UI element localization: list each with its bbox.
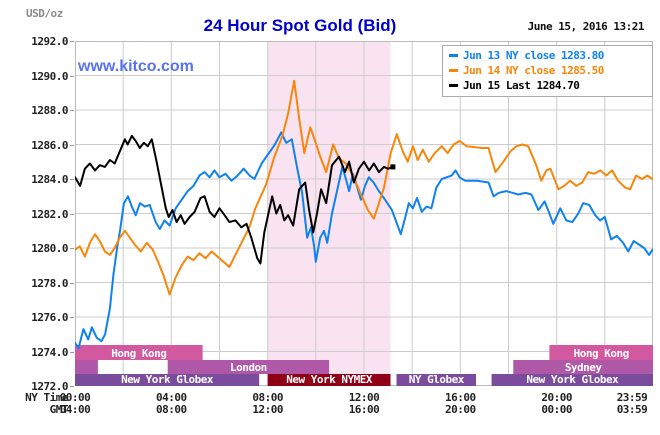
y-tick-mark	[70, 213, 74, 215]
legend-label: Jun 13 NY close 1283.80	[463, 49, 604, 62]
legend-item: Jun 15 Last 1284.70	[443, 78, 652, 93]
session-bar-label: New York Globex	[526, 373, 619, 386]
x-tick-label-gmt: 08:00	[156, 403, 187, 416]
x-tick-label-gmt: 16:00	[348, 403, 380, 416]
y-tick-label: 1284.0	[31, 173, 68, 186]
y-tick-label: 1292.0	[31, 35, 68, 48]
y-tick-mark	[70, 351, 74, 353]
y-tick-mark	[70, 41, 74, 42]
x-tick-label-gmt: 20:00	[445, 403, 476, 416]
chart-datetime: June 15, 2016 13:21	[527, 20, 645, 33]
session-bar	[513, 360, 653, 374]
y-tick-label: 1276.0	[31, 311, 68, 324]
session-bar	[549, 345, 653, 360]
x-tick-label-ny: 20:00	[541, 391, 572, 404]
chart-title: 24 Hour Spot Gold (Bid)	[203, 16, 397, 35]
x-tick-label-gmt: 03:59	[616, 403, 648, 416]
session-bar	[491, 374, 653, 386]
legend-item: Jun 13 NY close 1283.80	[443, 48, 652, 63]
x-tick-label-ny: 08:00	[252, 391, 283, 404]
x-tick-label-gmt: 04:00	[59, 403, 91, 416]
session-bar-label: NY Globex	[409, 373, 465, 386]
session-bar-label: London	[230, 361, 267, 374]
legend-marker-icon	[449, 69, 458, 72]
session-bar	[396, 374, 476, 386]
y-tick-mark	[70, 282, 74, 284]
x-tick-label-ny: 12:00	[348, 391, 380, 404]
y-tick-label: 1278.0	[31, 276, 68, 290]
legend-marker-icon	[449, 54, 458, 57]
session-bar-label: Sydney	[565, 361, 603, 374]
session-bar	[75, 360, 98, 374]
x-tick-label-ny: 00:00	[59, 391, 91, 404]
gmt-row-label: GMT	[49, 403, 69, 416]
y-tick-label: 1280.0	[31, 242, 68, 255]
y-tick-mark	[70, 317, 74, 318]
legend-marker-icon	[449, 84, 458, 87]
session-bar-label: New York Globex	[121, 373, 214, 386]
plot-area: Hong Kong Hong Kong London Sydney New York G…	[74, 41, 654, 386]
session-bar-label: New York NYMEX	[286, 373, 373, 386]
y-tick-label: 1290.0	[31, 69, 68, 83]
ny-time-row-label: NY Time	[25, 391, 68, 404]
y-tick-mark	[70, 144, 74, 146]
x-tick-label-gmt: 00:00	[541, 403, 572, 416]
series-line	[74, 131, 654, 349]
session-bar-label: Hong Kong	[111, 347, 166, 360]
y-tick-mark	[70, 386, 74, 387]
y-tick-label: 1274.0	[31, 345, 68, 359]
y-tick-label: 1272.0	[31, 380, 68, 393]
y-tick-mark	[70, 75, 74, 77]
session-highlight-band	[267, 41, 391, 374]
y-axis-unit-label: USD/oz	[26, 7, 63, 20]
series-line	[74, 134, 394, 265]
legend-label: Jun 15 Last 1284.70	[463, 79, 580, 92]
y-tick-mark	[70, 179, 74, 180]
y-tick-mark	[70, 248, 74, 249]
y-tick-mark	[70, 110, 74, 111]
x-tick-label-ny: 23:59	[616, 391, 648, 404]
session-bar	[75, 345, 203, 360]
series-end-marker	[390, 164, 396, 170]
y-tick-label: 1286.0	[31, 138, 68, 152]
session-bar	[75, 374, 260, 386]
kitco-watermark: www.kitco.com	[78, 58, 194, 75]
session-bar	[267, 374, 391, 386]
x-tick-label-ny: 04:00	[156, 391, 187, 404]
legend-label: Jun 14 NY close 1285.50	[463, 64, 604, 77]
x-tick-label-gmt: 12:00	[252, 403, 283, 416]
legend-box: Jun 13 NY close 1283.80 Jun 14 NY close 1…	[442, 45, 653, 97]
x-tick-label-ny: 16:00	[445, 391, 476, 404]
legend-item: Jun 14 NY close 1285.50	[443, 63, 652, 78]
y-tick-label: 1288.0	[31, 104, 68, 117]
session-bar	[167, 360, 330, 374]
y-tick-label: 1282.0	[31, 207, 68, 221]
session-bar-label: Hong Kong	[574, 347, 629, 360]
